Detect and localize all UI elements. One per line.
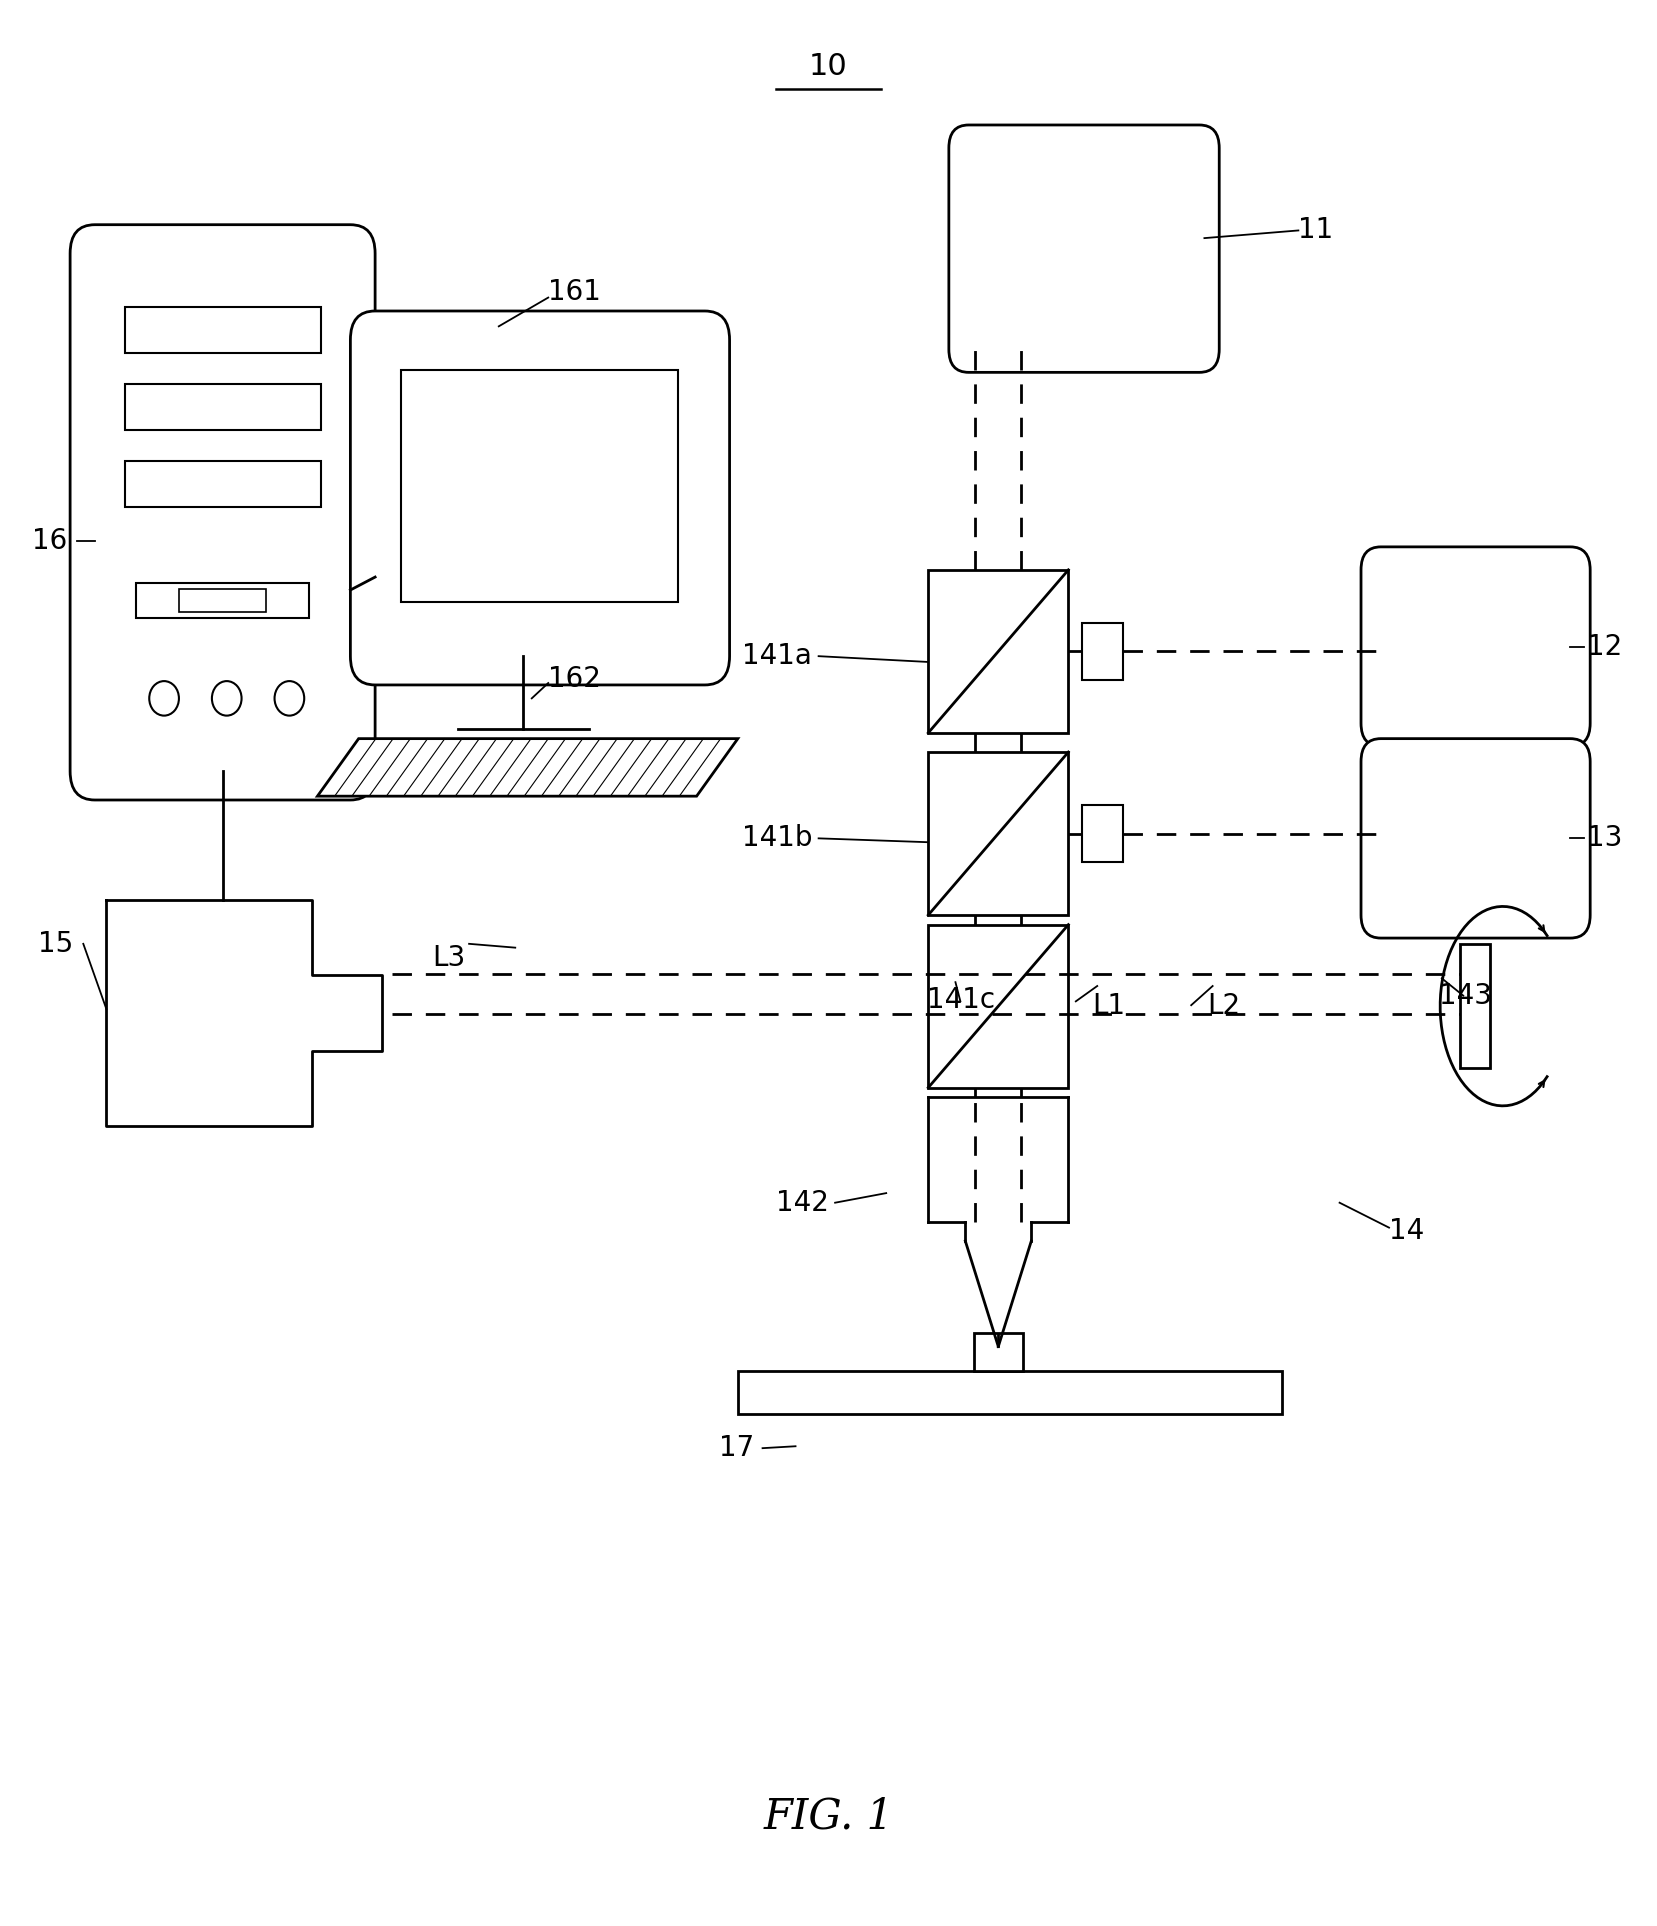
Text: 14: 14	[1389, 1217, 1425, 1246]
Bar	[928, 924, 1069, 1088]
Bar	[974, 1333, 1022, 1371]
Text: FIG. 1: FIG. 1	[764, 1795, 893, 1837]
FancyBboxPatch shape	[949, 125, 1220, 372]
Text: 12: 12	[1587, 632, 1622, 661]
Text: L2: L2	[1208, 992, 1241, 1019]
Bar	[1082, 622, 1123, 680]
Bar	[1082, 805, 1123, 863]
Bar	[737, 1371, 1283, 1414]
Text: 162: 162	[548, 664, 601, 693]
Text: L3: L3	[432, 944, 466, 973]
Text: 141a: 141a	[742, 641, 812, 670]
FancyBboxPatch shape	[350, 310, 729, 686]
Bar	[124, 383, 321, 429]
Text: 15: 15	[38, 930, 73, 957]
Bar	[136, 584, 310, 618]
Text: 141c: 141c	[928, 986, 996, 1013]
FancyBboxPatch shape	[70, 225, 374, 799]
Text: 13: 13	[1587, 824, 1622, 853]
Text: 17: 17	[719, 1435, 754, 1462]
Circle shape	[275, 682, 305, 716]
Text: 16: 16	[31, 528, 66, 555]
Text: L1: L1	[1092, 992, 1125, 1019]
Text: 10: 10	[809, 52, 848, 81]
Bar	[928, 751, 1069, 915]
Bar	[401, 370, 678, 603]
Bar	[1460, 944, 1490, 1069]
Circle shape	[212, 682, 242, 716]
FancyBboxPatch shape	[1360, 740, 1591, 938]
Text: 161: 161	[548, 277, 601, 306]
Bar	[124, 460, 321, 507]
Text: 11: 11	[1299, 216, 1334, 245]
Polygon shape	[318, 740, 737, 795]
Bar	[928, 570, 1069, 734]
Polygon shape	[106, 899, 381, 1127]
Circle shape	[149, 682, 179, 716]
Bar	[124, 306, 321, 352]
Bar	[179, 589, 265, 612]
Text: 142: 142	[775, 1188, 828, 1217]
Text: 143: 143	[1438, 982, 1491, 1009]
FancyBboxPatch shape	[1360, 547, 1591, 745]
Text: 141b: 141b	[742, 824, 812, 853]
